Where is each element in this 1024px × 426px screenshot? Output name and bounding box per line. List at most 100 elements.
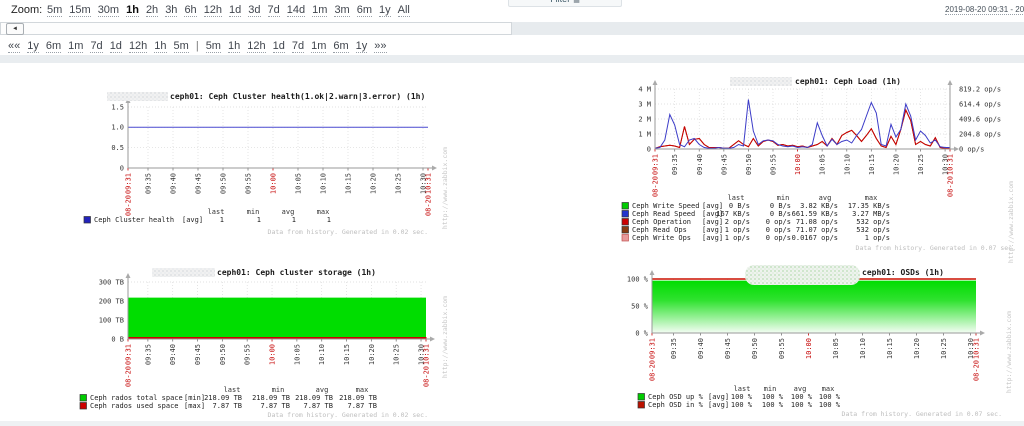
period-link[interactable]: 6m [333,40,349,53]
svg-text:09:55: 09:55 [778,338,786,359]
zoom-link[interactable]: 1d [229,4,242,17]
svg-text:100 TB: 100 TB [99,316,124,324]
svg-text:100 %: 100 % [762,401,784,409]
svg-text:[avg]: [avg] [702,202,723,210]
svg-text:09:31: 09:31 [649,338,657,359]
svg-text:100 %: 100 % [762,393,784,401]
svg-text:4 M: 4 M [638,85,651,93]
chart-ceph-load[interactable]: 4 M 819.2 op/s 3 M 614.4 op/s 2 M 409.6 op/s 1… [618,72,1024,263]
zoom-link[interactable]: 1h [126,4,139,17]
zoom-link[interactable]: 3h [165,4,178,17]
svg-text:100 %: 100 % [731,393,753,401]
zoom-link[interactable]: 6h [184,4,197,17]
svg-text:09:50: 09:50 [751,338,759,359]
svg-text:1.5: 1.5 [111,103,124,111]
svg-text:100 %: 100 % [627,275,649,283]
date-range-link[interactable]: 2019-08-20 09:31 - 201 [945,5,1024,15]
svg-text:08-20: 08-20 [125,366,133,387]
period-link[interactable]: 12h [128,40,148,53]
svg-text:min: min [247,208,260,216]
period-link[interactable]: «« [8,40,21,53]
period-link[interactable]: 1h [154,40,167,53]
svg-text:last: last [734,385,751,393]
svg-text:1: 1 [292,216,296,224]
svg-text:Ceph Cluster health: Ceph Cluster health [94,216,174,224]
svg-text:[avg]: [avg] [708,401,729,409]
svg-text:10:31: 10:31 [423,344,431,365]
svg-text:last: last [208,208,225,216]
svg-text:100 %: 100 % [731,401,753,409]
zoom-link[interactable]: 15m [69,4,91,17]
svg-text:17.35 KB/s: 17.35 KB/s [848,202,890,210]
zoom-link[interactable]: 2h [145,4,159,17]
scrollbar-left-arrow-icon: ◄ [12,25,18,32]
svg-text:http://www.zabbix.com: http://www.zabbix.com [441,147,449,229]
svg-text:Ceph rados total space: Ceph rados total space [90,394,183,402]
period-link[interactable]: 5m [173,40,189,53]
svg-text:10:25: 10:25 [940,338,948,359]
period-link[interactable]: »» [374,40,387,53]
period-link[interactable]: 1d [272,40,285,53]
zoom-link[interactable]: 7d [267,4,280,17]
svg-text:09:45: 09:45 [724,338,732,359]
svg-text:[min]: [min] [184,394,205,402]
svg-text:10:25: 10:25 [395,173,403,194]
svg-text:10:05: 10:05 [832,338,840,359]
zoom-link[interactable]: 3m [334,4,350,17]
period-link[interactable]: 1h [227,40,241,53]
svg-text:min: min [272,386,285,394]
svg-text:Data from history. Generated i: Data from history. Generated in 0.02 sec… [268,228,428,236]
zoom-link[interactable]: 6m [356,4,372,17]
svg-text:10:25: 10:25 [393,344,401,365]
svg-text:0 B/s: 0 B/s [770,202,791,210]
filter-tab[interactable]: Filter▦ [508,0,622,7]
period-link[interactable]: 12h [247,40,266,53]
filter-tab-text: Filter▦ [509,0,621,6]
svg-text:09:31: 09:31 [125,344,133,365]
svg-text:avg: avg [282,208,295,216]
svg-text:09:45: 09:45 [195,173,203,194]
period-link[interactable]: 1y [355,40,368,53]
svg-text:1 op/s: 1 op/s [725,226,750,234]
svg-text:min: min [764,385,777,393]
period-link[interactable]: 1m [68,40,84,53]
zoom-link[interactable]: All [397,4,410,17]
zoom-link[interactable]: 5m [47,4,63,17]
svg-text:08-20: 08-20 [973,360,981,381]
period-link[interactable]: 1m [311,40,327,53]
scrollbar-left-button[interactable]: ◄ [6,23,24,35]
period-link[interactable]: 1y [27,40,39,53]
svg-text:0 op/s: 0 op/s [959,145,984,153]
svg-text:3.27 MB/s: 3.27 MB/s [852,210,890,218]
zoom-link[interactable]: 3d [248,4,261,17]
svg-text:409.6 op/s: 409.6 op/s [959,115,1001,123]
svg-text:10:20: 10:20 [913,338,921,359]
zoom-link[interactable]: 1y [379,4,391,17]
svg-text:7.87 TB: 7.87 TB [260,402,290,410]
zoom-link[interactable]: 30m [97,4,120,17]
period-link[interactable]: 5m [205,40,221,53]
zoom-link[interactable]: 1m [312,4,328,17]
zoom-link[interactable]: 12h [203,4,223,17]
svg-text:09:40: 09:40 [696,154,704,175]
period-link[interactable]: 6m [45,40,62,53]
zoom-label: Zoom: [11,4,43,16]
period-link[interactable]: 7d [291,40,305,53]
period-link[interactable]: 7d [90,40,103,53]
toolbar-divider-band [0,55,1024,63]
svg-text:Ceph rados used space: Ceph rados used space [90,402,179,410]
svg-text:7.87 TB: 7.87 TB [212,402,242,410]
svg-text:09:45: 09:45 [720,154,728,175]
svg-text:Ceph Write Speed: Ceph Write Speed [632,202,699,210]
svg-text:167 KB/s: 167 KB/s [716,210,750,218]
svg-text:218.09 TB: 218.09 TB [252,394,290,402]
zoom-link[interactable]: 14d [286,4,306,17]
svg-text:10:10: 10:10 [318,344,326,365]
time-scrollbar-track[interactable] [0,22,1024,35]
period-link[interactable]: 1d [109,40,122,53]
time-scrollbar-thumb[interactable] [0,22,512,35]
svg-text:0: 0 [120,164,124,172]
